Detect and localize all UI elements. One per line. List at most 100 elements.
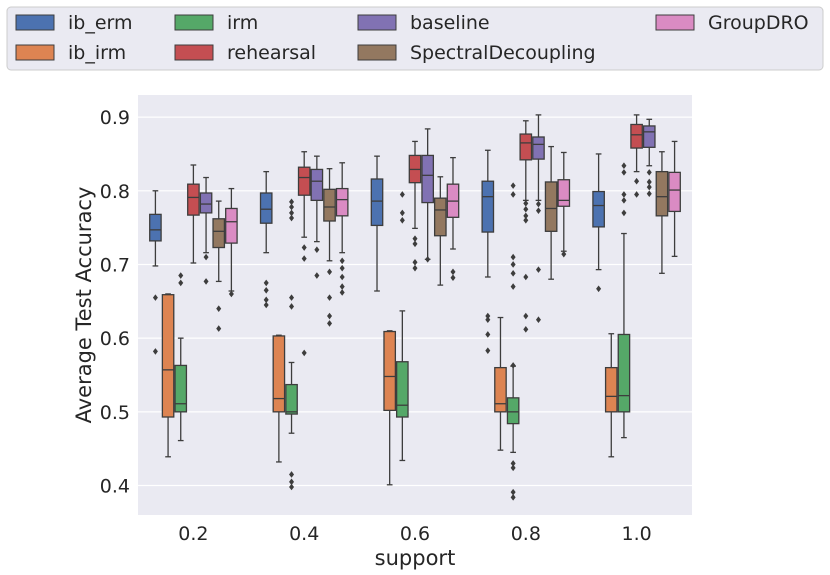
box-irm-1.0 — [617, 162, 631, 439]
box-body — [604, 366, 618, 413]
outlier-marker — [621, 162, 627, 170]
legend-label: irm — [227, 12, 258, 34]
outlier-marker — [216, 305, 222, 312]
legend-swatch — [15, 44, 55, 61]
outlier-marker — [412, 258, 418, 266]
legend-label: rehearsal — [227, 42, 316, 64]
outlier-marker — [339, 264, 345, 272]
series-rehearsal — [187, 114, 643, 357]
box-irm-0.8 — [506, 182, 520, 501]
outlier-marker — [327, 312, 333, 320]
outlier-marker — [289, 203, 295, 211]
box-GroupDRO-0.6 — [446, 156, 460, 282]
outlier-marker — [621, 191, 627, 198]
series-GroupDRO — [225, 140, 681, 298]
outlier-marker — [339, 289, 345, 296]
outlier-marker — [510, 270, 516, 277]
legend-item-SpectralDecoupling: SpectralDecoupling — [357, 42, 596, 64]
box-body — [544, 181, 558, 232]
box-SpectralDecoupling-0.4 — [323, 168, 336, 327]
box-body — [494, 366, 507, 413]
legend-swatch — [174, 44, 214, 61]
box-GroupDRO-0.4 — [335, 162, 349, 296]
outlier-marker — [203, 278, 209, 285]
outlier-marker — [289, 198, 295, 206]
box-baseline-0.8 — [532, 114, 545, 324]
legend-swatch — [174, 14, 214, 31]
box-body — [310, 168, 324, 202]
box-ib_irm-0.4 — [272, 334, 286, 463]
box-rehearsal-0.8 — [519, 120, 533, 333]
box-ib_erm-0.6 — [370, 155, 384, 292]
outlier-marker — [510, 253, 516, 261]
outlier-marker — [535, 316, 541, 324]
outlier-marker — [510, 464, 516, 472]
outlier-marker — [535, 266, 541, 273]
outlier-marker — [178, 272, 184, 279]
box-rehearsal-0.4 — [297, 151, 311, 357]
series-ib_erm — [149, 149, 605, 355]
outlier-marker — [178, 279, 184, 287]
box-GroupDRO-0.2 — [225, 187, 238, 298]
box-ib_irm-0.2 — [161, 293, 175, 458]
outlier-marker — [289, 209, 295, 217]
box-rehearsal-0.6 — [408, 140, 422, 272]
x-tick-label: 0.2 — [178, 523, 208, 545]
box-body — [481, 180, 495, 233]
box-body — [161, 294, 175, 418]
outlier-marker — [523, 205, 529, 213]
box-ib_erm-1.0 — [592, 153, 605, 293]
box-body — [655, 170, 669, 217]
outlier-marker — [561, 250, 567, 258]
box-body — [433, 197, 447, 237]
outlier-marker — [523, 212, 529, 220]
outlier-marker — [485, 316, 491, 324]
outlier-marker — [535, 200, 541, 208]
outlier-marker — [646, 178, 652, 186]
outlier-marker — [301, 244, 307, 251]
box-ib_erm-0.2 — [149, 190, 162, 355]
outlier-marker — [301, 255, 307, 262]
box-SpectralDecoupling-0.2 — [212, 200, 226, 332]
y-tick-label: 0.5 — [100, 402, 130, 424]
outlier-marker — [523, 273, 529, 281]
outlier-marker — [289, 294, 295, 301]
legend-item-ib_irm: ib_irm — [15, 42, 126, 64]
box-body — [395, 361, 409, 418]
outlier-marker — [510, 494, 516, 501]
x-tick-label: 0.6 — [400, 523, 430, 545]
outlier-marker — [399, 216, 405, 224]
outlier-marker — [450, 274, 456, 282]
outlier-marker — [646, 183, 652, 191]
box-body — [225, 207, 238, 244]
outlier-marker — [485, 331, 491, 338]
box-body — [212, 218, 226, 249]
legend-item-GroupDRO: GroupDRO — [655, 12, 809, 34]
outlier-marker — [523, 326, 529, 333]
box-body — [174, 364, 188, 413]
outlier-marker — [535, 207, 541, 214]
legend-swatch — [357, 14, 397, 31]
box-body — [592, 190, 605, 228]
outlier-marker — [646, 190, 652, 198]
outlier-marker — [621, 169, 627, 176]
legend-swatch — [15, 14, 55, 31]
x-tick-label: 0.4 — [289, 523, 319, 545]
box-irm-0.6 — [395, 191, 409, 462]
box-rehearsal-1.0 — [630, 114, 643, 198]
outlier-marker — [450, 268, 456, 276]
outlier-marker — [523, 200, 529, 207]
outlier-marker — [314, 246, 320, 254]
y-tick-label: 0.7 — [100, 254, 130, 276]
outlier-marker — [646, 169, 652, 176]
series-irm — [174, 162, 631, 501]
box-GroupDRO-0.8 — [557, 151, 571, 258]
outlier-marker — [510, 261, 516, 268]
box-body — [370, 178, 384, 227]
x-tick-label: 1.0 — [621, 523, 651, 545]
outlier-marker — [510, 182, 516, 189]
legend: ib_erm ib_irm irm rehearsal baseline Spectral… — [6, 6, 824, 71]
box-body — [199, 192, 213, 214]
series-baseline — [199, 114, 656, 324]
